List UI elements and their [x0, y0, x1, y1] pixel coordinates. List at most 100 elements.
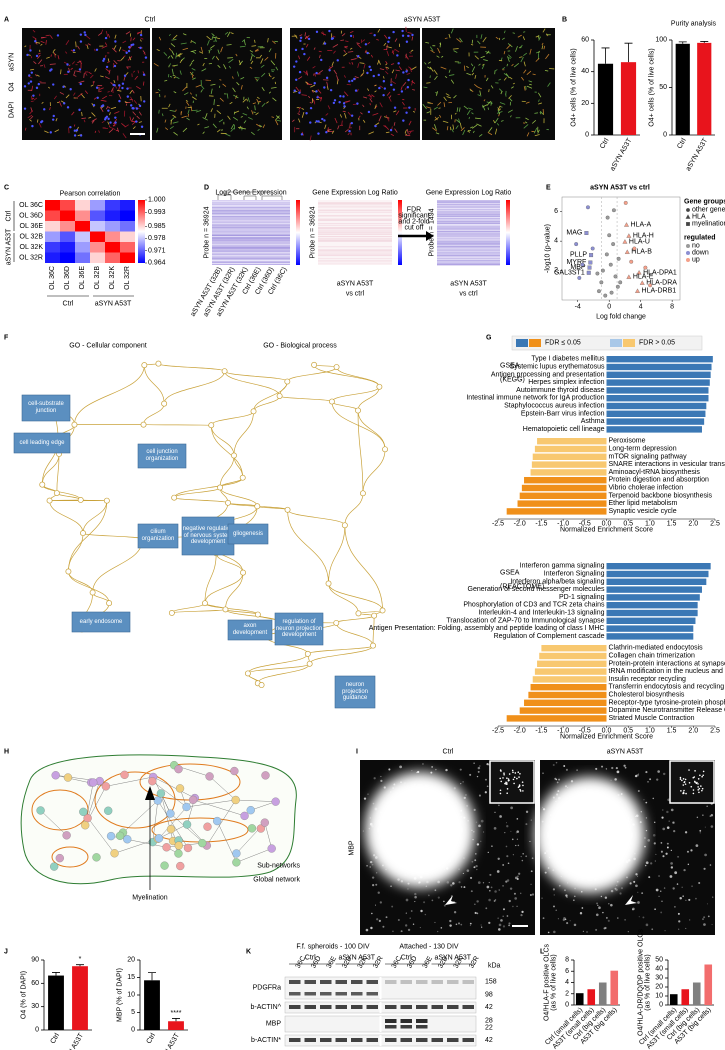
- micrograph-detail: [300, 133, 304, 136]
- heatmap-stripe: [212, 220, 290, 222]
- point-label: HLA-U: [629, 238, 650, 245]
- network-edge: [82, 500, 108, 534]
- go-term-label: cell junction organization: [145, 449, 179, 462]
- micrograph-detail: [49, 35, 53, 39]
- micrograph-detail: [219, 97, 224, 102]
- point: [588, 260, 593, 265]
- micrograph-detail: [498, 78, 502, 81]
- micrograph-detail: [663, 887, 666, 889]
- micrograph-detail: [445, 93, 450, 96]
- micrograph-detail: [469, 88, 474, 93]
- heatmap-cell: [90, 210, 105, 221]
- micrograph-detail: [233, 116, 239, 121]
- point-label: HLA-DPA1: [643, 269, 677, 276]
- micrograph-detail: [478, 824, 481, 828]
- micrograph-detail: [320, 58, 323, 62]
- heatmap-stripe: [318, 246, 392, 248]
- bar-label: Systemic lupus erythematosus: [510, 364, 605, 371]
- micrograph-detail: [408, 120, 412, 126]
- network-edge: [236, 848, 272, 863]
- y-tick-label: 2: [554, 267, 558, 274]
- network-edge: [74, 365, 145, 425]
- micrograph-detail: [370, 926, 373, 930]
- micrograph-detail: [341, 33, 346, 37]
- micrograph-detail: [656, 778, 659, 781]
- heatmap-stripe: [437, 252, 500, 254]
- micrograph-detail: [62, 85, 65, 89]
- micrograph-detail: [474, 911, 477, 915]
- micrograph-detail: [521, 910, 524, 913]
- micrograph-detail: [552, 764, 555, 767]
- go-term-label-box: regulation of neuron projection developm…: [276, 619, 322, 638]
- micrograph-detail: [498, 105, 503, 108]
- micrograph-detail: [254, 50, 259, 52]
- micrograph-detail: [662, 772, 666, 776]
- micrograph-detail: [50, 68, 53, 71]
- legend-swatch: [686, 258, 690, 262]
- micrograph-detail: [303, 70, 307, 75]
- micrograph-detail: [294, 34, 298, 39]
- micrograph-detail: [445, 768, 448, 772]
- micrograph-detail: [670, 866, 674, 869]
- network-node: [341, 522, 348, 529]
- heatmap-stripe: [437, 230, 500, 231]
- micrograph-detail: [406, 86, 410, 89]
- micrograph-detail: [362, 104, 365, 108]
- micrograph-detail: [138, 111, 142, 116]
- micrograph-detail: [638, 916, 640, 918]
- heatmap-stripe: [318, 210, 392, 211]
- heatmap-stripe: [318, 252, 392, 254]
- micrograph-detail: [79, 33, 83, 36]
- band: [416, 980, 428, 984]
- go-term: [21, 394, 71, 422]
- micrograph-detail: [712, 896, 714, 898]
- micrograph-detail: [437, 47, 441, 54]
- micrograph-detail: [488, 921, 491, 925]
- inset-detail: [697, 778, 700, 780]
- micrograph-detail: [192, 77, 196, 80]
- micrograph-detail: [637, 875, 639, 877]
- micrograph-detail: [299, 34, 303, 37]
- micrograph-detail: [70, 49, 74, 52]
- micrograph-detail: [414, 895, 417, 899]
- y-tick-label: 10: [655, 993, 663, 1000]
- network-node: [267, 844, 276, 853]
- micrograph-detail: [645, 861, 649, 865]
- micrograph-detail: [129, 56, 132, 61]
- micrograph-detail: [52, 48, 56, 52]
- micrograph-detail: [164, 127, 169, 131]
- micrograph-detail: [73, 92, 76, 96]
- micrograph-detail: [538, 99, 540, 102]
- micrograph-detail: [500, 120, 504, 122]
- heatmap-stripe: [212, 246, 290, 248]
- micrograph-detail: [448, 33, 451, 39]
- inset-detail: [522, 790, 524, 792]
- heatmap-stripe: [212, 223, 290, 225]
- micrograph-detail: [63, 102, 66, 105]
- row-label: OL 32R: [19, 254, 43, 261]
- micrograph-detail: [50, 54, 52, 57]
- network-node: [115, 831, 125, 840]
- micrograph-detail: [99, 106, 104, 112]
- heatmap-stripe: [318, 255, 392, 256]
- legend-label: Global network: [253, 877, 300, 884]
- band: [431, 1038, 443, 1042]
- micrograph-detail: [120, 56, 125, 61]
- micrograph-detail: [542, 772, 544, 774]
- micrograph-detail: [88, 71, 92, 75]
- micrograph-detail: [405, 68, 409, 71]
- micrograph-detail: [328, 66, 332, 69]
- micrograph-detail: [142, 50, 146, 54]
- micrograph-detail: [43, 108, 46, 111]
- micrograph-detail: [494, 69, 498, 72]
- micrograph-detail: [673, 830, 676, 833]
- micrograph-detail: [367, 88, 370, 91]
- micrograph-detail: [493, 826, 497, 830]
- micrograph-detail: [412, 89, 416, 91]
- arrow-head: [426, 231, 434, 241]
- band: [351, 1005, 363, 1009]
- x-tick-label: -2.5: [492, 728, 504, 735]
- micrograph-detail: [364, 49, 367, 54]
- micrograph-detail: [474, 859, 477, 862]
- network-node: [328, 398, 335, 405]
